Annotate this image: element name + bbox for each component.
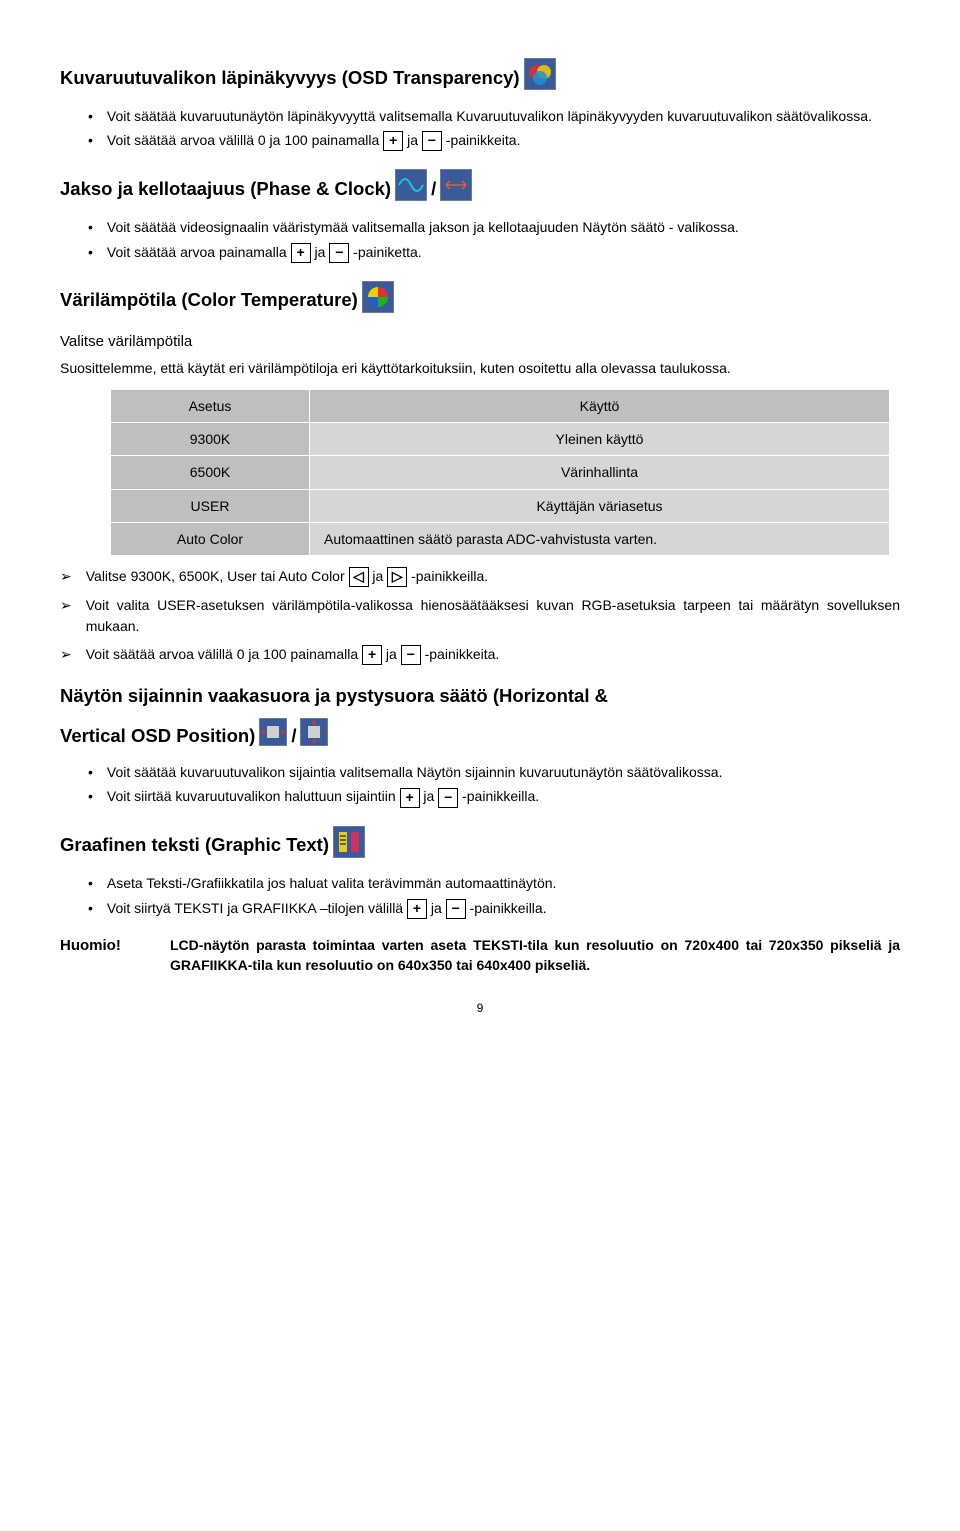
table-row: Auto ColorAutomaattinen säätö parasta AD…: [111, 522, 890, 555]
minus-icon: −: [422, 131, 442, 151]
bullet: Voit siirtää kuvaruutuvalikon haluttuun …: [88, 786, 900, 807]
right-triangle-icon: ▷: [387, 567, 407, 587]
plus-icon: +: [291, 243, 311, 263]
bullet: Voit säätää videosignaalin vääristymää v…: [88, 217, 900, 237]
table-header-cell: Asetus: [111, 389, 310, 422]
bullet: Voit säätää kuvaruutunäytön läpinäkyvyyt…: [88, 106, 900, 126]
color-temp-icon: [362, 281, 394, 321]
heading-text-a: Näytön sijainnin vaakasuora ja pystysuor…: [60, 685, 608, 706]
heading-text: Kuvaruutuvalikon läpinäkyvyys (OSD Trans…: [60, 65, 520, 92]
table-header-cell: Käyttö: [310, 389, 890, 422]
bullet: Aseta Teksti-/Grafiikkatila jos haluat v…: [88, 873, 900, 893]
paragraph: Suosittelemme, että käytät eri värilämpö…: [60, 358, 900, 378]
table-row: USERKäyttäjän väriasetus: [111, 489, 890, 522]
minus-icon: −: [401, 645, 421, 665]
heading-phase-clock: Jakso ja kellotaajuus (Phase & Clock) /: [60, 169, 900, 209]
heading-text-b: Vertical OSD Position): [60, 723, 255, 750]
heading-text: Värilämpötila (Color Temperature): [60, 287, 358, 314]
bullet: Voit säätää kuvaruutuvalikon sijaintia v…: [88, 762, 900, 782]
heading-text: Graafinen teksti (Graphic Text): [60, 832, 329, 859]
notice-label: Huomio!: [60, 935, 170, 957]
minus-icon: −: [446, 899, 466, 919]
plus-icon: +: [400, 788, 420, 808]
notice-block: Huomio! LCD-näytön parasta toimintaa var…: [60, 935, 900, 976]
heading-text: Jakso ja kellotaajuus (Phase & Clock): [60, 176, 391, 203]
arrow-bullet: Voit säätää arvoa välillä 0 ja 100 paina…: [60, 644, 900, 665]
bullet: Voit säätää arvoa painamalla + ja − -pai…: [88, 242, 900, 263]
minus-icon: −: [438, 788, 458, 808]
osd-v-icon: [300, 718, 328, 754]
plus-icon: +: [383, 131, 403, 151]
slash: /: [291, 723, 296, 750]
heading-osd-transparency: Kuvaruutuvalikon läpinäkyvyys (OSD Trans…: [60, 58, 900, 98]
left-triangle-icon: ◁: [349, 567, 369, 587]
bullet: Voit siirtyä TEKSTI ja GRAFIIKKA –tiloje…: [88, 898, 900, 919]
arrow-bullet: Voit valita USER-asetuksen värilämpötila…: [60, 595, 900, 636]
plus-icon: +: [362, 645, 382, 665]
bullet: Voit säätää arvoa välillä 0 ja 100 paina…: [88, 130, 900, 151]
slash: /: [431, 176, 436, 203]
table-header-row: Asetus Käyttö: [111, 389, 890, 422]
minus-icon: −: [329, 243, 349, 263]
wave-icon: [395, 169, 427, 209]
heading-osd-position-b: Vertical OSD Position) /: [60, 718, 900, 754]
heading-graphic-text: Graafinen teksti (Graphic Text): [60, 826, 900, 866]
notice-text: LCD-näytön parasta toimintaa varten aset…: [170, 935, 900, 976]
sub-heading: Valitse värilämpötila: [60, 331, 900, 353]
osd-h-icon: [259, 718, 287, 754]
osd-transparency-icon: [524, 58, 556, 98]
graphic-text-icon: [333, 826, 365, 866]
heading-osd-position: Näytön sijainnin vaakasuora ja pystysuor…: [60, 683, 900, 710]
heading-color-temp: Värilämpötila (Color Temperature): [60, 281, 900, 321]
color-temp-table: Asetus Käyttö 9300KYleinen käyttö 6500KV…: [110, 389, 890, 556]
arrow-bullet: Valitse 9300K, 6500K, User tai Auto Colo…: [60, 566, 900, 587]
arrows-icon: [440, 169, 472, 209]
table-row: 9300KYleinen käyttö: [111, 422, 890, 455]
plus-icon: +: [407, 899, 427, 919]
table-row: 6500KVärinhallinta: [111, 456, 890, 489]
page-number: 9: [60, 1000, 900, 1017]
